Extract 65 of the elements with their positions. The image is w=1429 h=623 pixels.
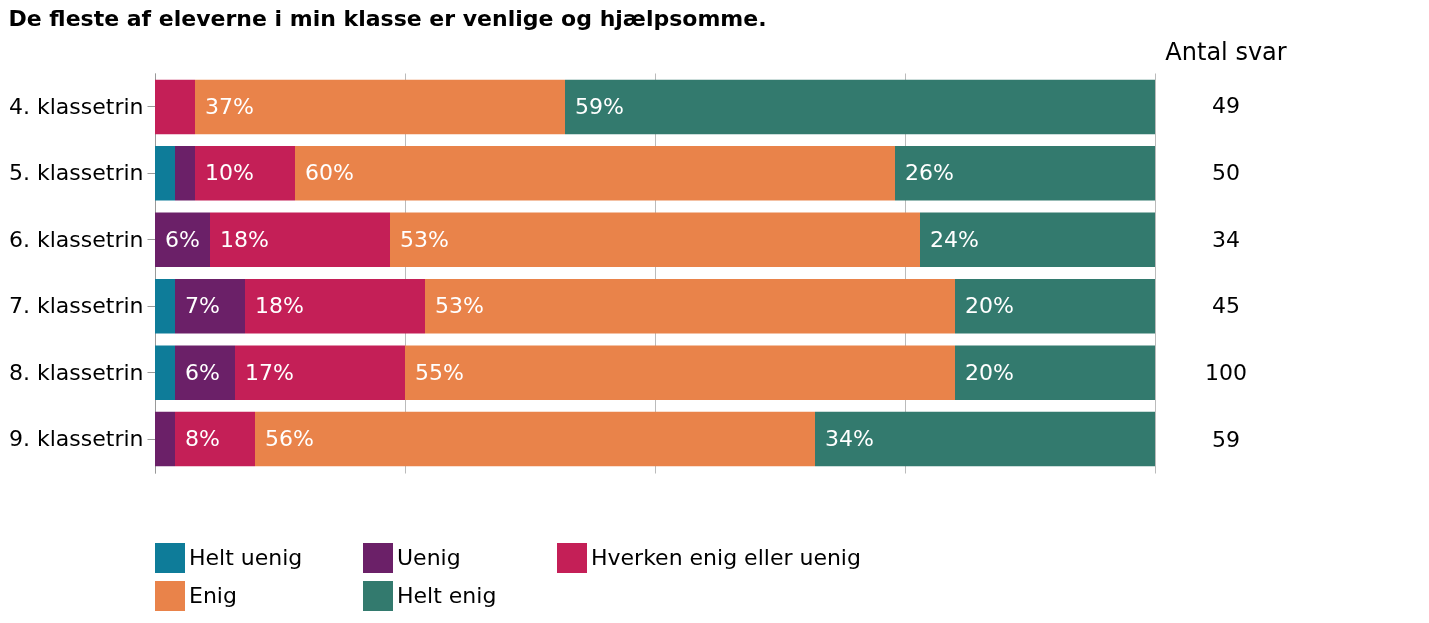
text: Antal svar — [1165, 38, 1287, 66]
data-label: 26% — [905, 160, 954, 186]
data-label: 59% — [575, 93, 624, 119]
y-tick-label: 6. klassetrin — [8, 226, 144, 252]
text: 49 — [1212, 93, 1240, 119]
bar — [175, 411, 255, 467]
bar — [405, 345, 955, 400]
data-label: 20% — [965, 359, 1014, 385]
legend-label: Helt enig — [397, 583, 497, 608]
bar — [155, 345, 175, 400]
data-label: 8% — [185, 426, 220, 452]
bar — [155, 411, 175, 467]
bar — [175, 278, 245, 334]
data-label: 18% — [220, 226, 269, 252]
bar — [195, 79, 565, 135]
y-tick-label: 9. klassetrin — [8, 426, 144, 452]
bar — [565, 79, 1155, 135]
y-tick-label: 5. klassetrin — [8, 160, 144, 186]
bar — [155, 146, 175, 201]
bar — [920, 212, 1155, 268]
bar — [425, 278, 955, 334]
bar — [815, 411, 1155, 467]
text: 59 — [1212, 426, 1240, 452]
y-tick-label: 4. klassetrin — [8, 93, 144, 119]
data-label: 24% — [930, 226, 979, 252]
legend-label: Enig — [189, 583, 237, 608]
data-label: 17% — [245, 359, 294, 385]
data-label: 6% — [165, 226, 200, 252]
bar — [195, 146, 295, 201]
bar — [390, 212, 920, 268]
bar — [255, 411, 815, 467]
chart-title: De fleste af eleverne i min klasse er venlige og hjælpsomme. — [8, 6, 767, 31]
bar — [155, 79, 195, 135]
bar — [155, 212, 210, 268]
data-label: 10% — [205, 160, 254, 186]
text: 34 — [1212, 226, 1240, 252]
bar — [895, 146, 1155, 201]
y-tick-label: 7. klassetrin — [8, 293, 144, 319]
bar — [295, 146, 895, 201]
data-label: 60% — [305, 160, 354, 186]
legend-label: Helt uenig — [189, 545, 303, 570]
data-label: 18% — [255, 293, 304, 319]
bar — [175, 345, 235, 400]
bar — [235, 345, 405, 400]
bar — [155, 278, 175, 334]
bar — [955, 345, 1155, 400]
y-tick-label: 8. klassetrin — [8, 359, 144, 385]
bar — [955, 278, 1155, 334]
data-label: 6% — [185, 359, 220, 385]
text: 50 — [1212, 160, 1240, 185]
bar — [210, 212, 390, 268]
data-label: 56% — [265, 426, 314, 452]
data-label: 53% — [435, 293, 484, 319]
bar — [245, 278, 425, 334]
data-label: 20% — [965, 293, 1014, 319]
data-label: 34% — [825, 426, 874, 452]
legend-label: Hverken enig eller uenig — [591, 545, 861, 570]
data-label: 55% — [415, 359, 464, 385]
legend-label: Uenig — [397, 545, 461, 570]
text: 45 — [1212, 293, 1240, 319]
bar — [175, 146, 195, 201]
data-label: 53% — [400, 226, 449, 252]
data-label: 37% — [205, 93, 254, 119]
data-label: 7% — [185, 293, 220, 319]
text: 100 — [1205, 360, 1247, 385]
